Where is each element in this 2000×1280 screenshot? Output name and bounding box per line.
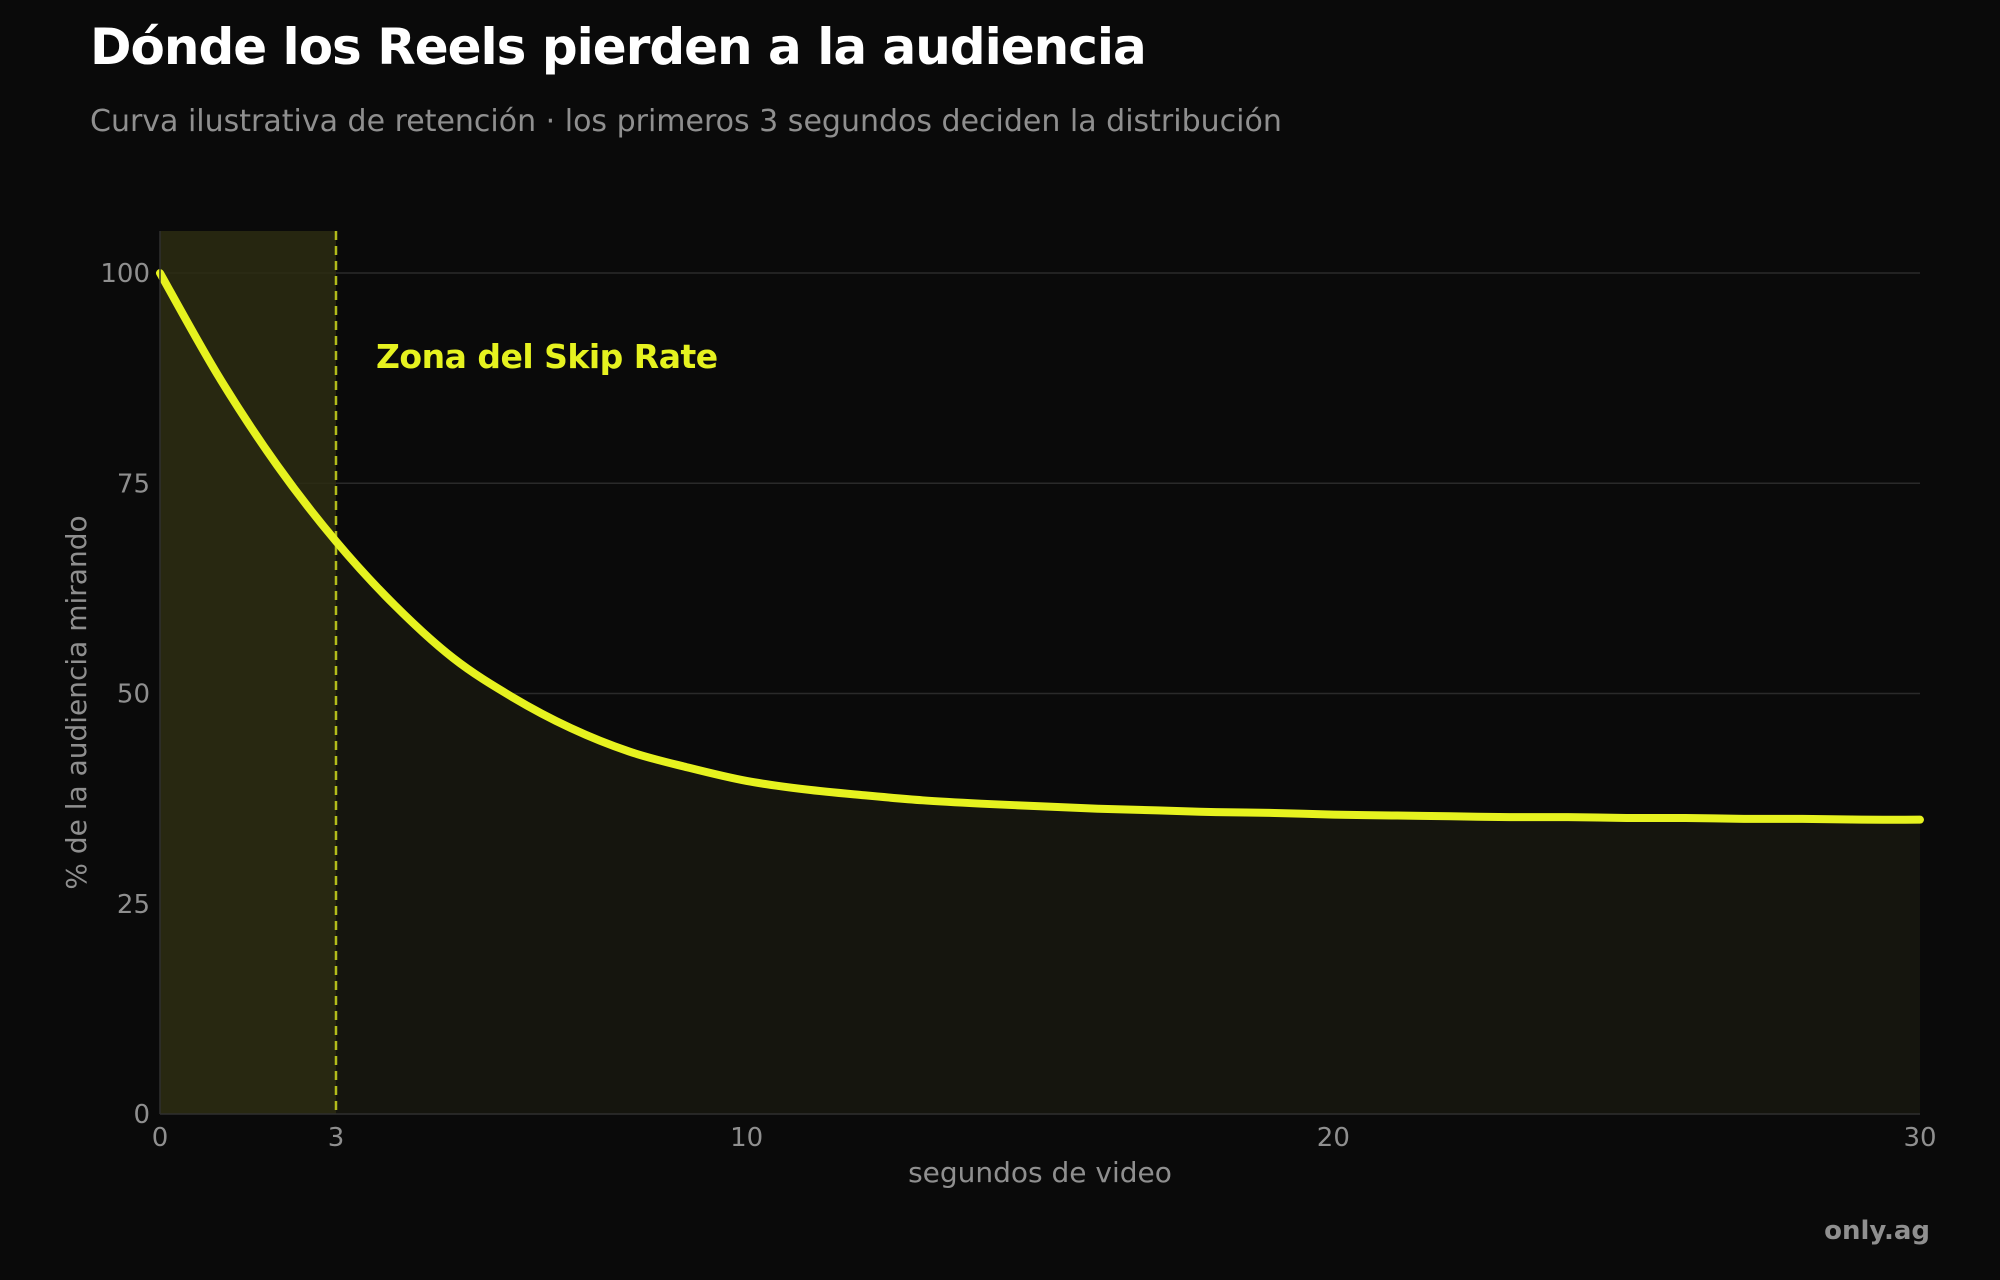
y-tick-label: 0 <box>133 1100 150 1130</box>
y-tick-label: 25 <box>117 890 150 920</box>
y-tick-label: 50 <box>117 680 150 710</box>
x-tick-label: 30 <box>1903 1123 1936 1153</box>
label-layer: 0 25 50 75 100 0 3 10 20 30 segundos de video % de … <box>60 259 1937 1189</box>
skip-zone-layer <box>160 231 338 1114</box>
axis-layer <box>159 231 1920 1115</box>
chart-title: Dónde los Reels pierden a la audiencia <box>90 18 1147 76</box>
x-tick-label: 20 <box>1317 1123 1350 1153</box>
x-axis-title: segundos de video <box>908 1156 1172 1189</box>
area-under-curve <box>160 273 1920 1114</box>
chart-subtitle: Curva ilustrativa de retención · los pri… <box>90 104 1282 139</box>
y-tick-label: 100 <box>100 259 150 289</box>
x-tick-label: 3 <box>328 1123 345 1153</box>
y-tick-label: 75 <box>117 469 150 499</box>
line-layer <box>156 269 1924 824</box>
area-layer <box>160 273 1920 1114</box>
y-axis-title: % de la audiencia mirando <box>60 515 93 889</box>
skip-rate-zone-label: Zona del Skip Rate <box>376 337 718 376</box>
retention-curve <box>156 269 1924 824</box>
x-tick-label: 0 <box>152 1123 169 1153</box>
brand-label: only.ag <box>1824 1216 1930 1246</box>
x-tick-label: 10 <box>730 1123 763 1153</box>
skip-rate-zone <box>160 231 336 1114</box>
